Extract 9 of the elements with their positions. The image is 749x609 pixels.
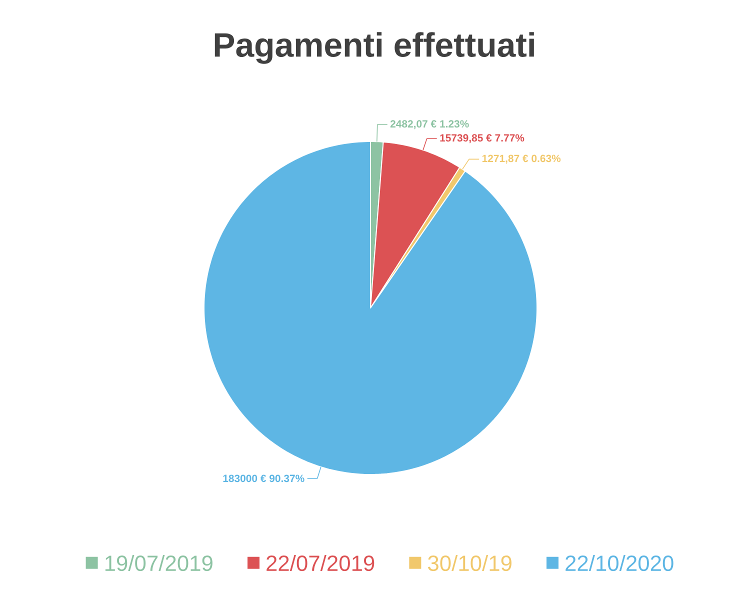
data-label: 183000 € 90.37% bbox=[223, 474, 304, 482]
legend-label: 22/07/2019 bbox=[266, 554, 374, 572]
chart-title: Pagamenti effettuati bbox=[214, 32, 534, 64]
legend-label: 22/10/2020 bbox=[566, 554, 674, 572]
legend-label: 19/07/2019 bbox=[105, 554, 212, 572]
data-label: 1271,87 € 0.63% bbox=[482, 154, 561, 164]
data-label: 2482,07 € 1.23% bbox=[390, 120, 469, 130]
data-label: 15739,85 € 7.77% bbox=[440, 134, 524, 144]
legend-label: 30/10/19 bbox=[428, 554, 512, 572]
